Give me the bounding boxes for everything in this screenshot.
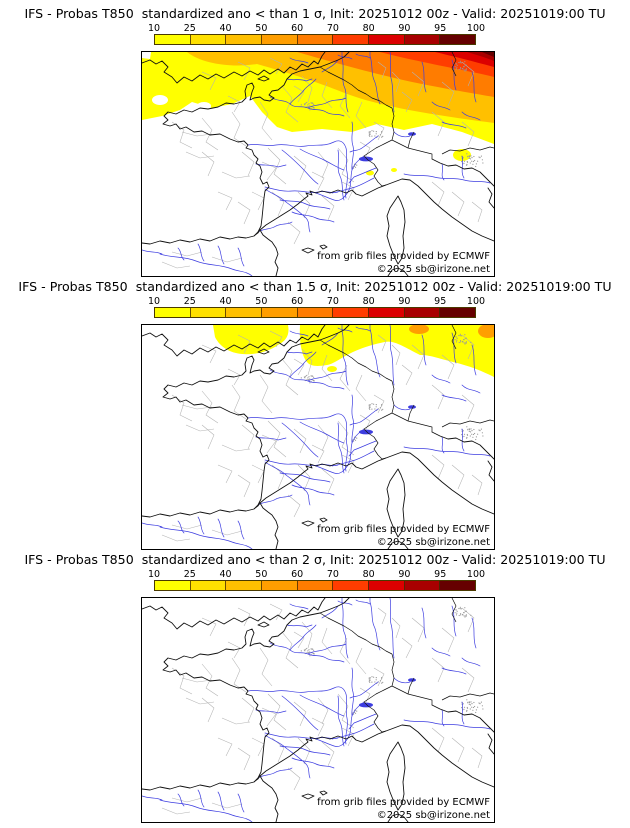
colorbar-tick-label: 10 bbox=[147, 23, 161, 34]
colorbar-tick-row: 10 25 40 50 60 70 80 90 95 100 bbox=[148, 23, 485, 34]
copyright-credit: ©2025 sb@irizone.net bbox=[376, 537, 490, 548]
colorbar-segment bbox=[261, 581, 297, 590]
panel-title: IFS - Probas T850 standardized ano < tha… bbox=[24, 6, 606, 21]
colorbar-segment bbox=[225, 308, 262, 317]
colorbar-segment bbox=[439, 308, 476, 317]
colorbar-segment bbox=[403, 581, 440, 590]
colorbar-tick-label: 90 bbox=[398, 296, 411, 307]
copyright-credit: ©2025 sb@irizone.net bbox=[376, 810, 490, 821]
copyright-credit: ©2025 sb@irizone.net bbox=[376, 264, 490, 275]
ecmwf-credit: from grib files provided by ECMWF bbox=[317, 797, 490, 808]
colorbar-tick-label: 100 bbox=[466, 569, 486, 580]
panel-1sigma: IFS - Probas T850 standardized ano < tha… bbox=[0, 5, 630, 277]
panel-title: IFS - Probas T850 standardized ano < tha… bbox=[18, 279, 612, 294]
map-1p5sigma bbox=[142, 325, 494, 549]
colorbar-segment bbox=[332, 581, 369, 590]
colorbar-tick-label: 25 bbox=[183, 569, 196, 580]
colorbar-tick-label: 100 bbox=[466, 23, 486, 34]
colorbar-segment bbox=[368, 35, 404, 44]
colorbar-tick-label: 95 bbox=[434, 296, 447, 307]
colorbar-segment bbox=[368, 308, 404, 317]
colorbar-tick-label: 100 bbox=[466, 296, 486, 307]
colorbar-tick-label: 25 bbox=[183, 23, 196, 34]
colorbar-tick-label: 95 bbox=[434, 23, 447, 34]
colorbar-tick-label: 80 bbox=[362, 23, 375, 34]
map-frame: from grib files provided by ECMWF ©2025 … bbox=[141, 324, 495, 550]
colorbar: 10 25 40 50 60 70 80 90 95 100 bbox=[148, 23, 485, 45]
panel-2sigma: IFS - Probas T850 standardized ano < tha… bbox=[0, 551, 630, 823]
ecmwf-credit: from grib files provided by ECMWF bbox=[317, 524, 490, 535]
colorbar-segment bbox=[439, 35, 476, 44]
colorbar-segment bbox=[403, 308, 440, 317]
colorbar-segment bbox=[332, 35, 369, 44]
colorbar-segment bbox=[439, 581, 476, 590]
colorbar-tick-label: 40 bbox=[219, 569, 232, 580]
colorbar-segment bbox=[155, 581, 190, 590]
colorbar-segment bbox=[189, 35, 226, 44]
colorbar-bar bbox=[154, 307, 476, 318]
colorbar-tick-label: 95 bbox=[434, 569, 447, 580]
colorbar-tick-label: 90 bbox=[398, 569, 411, 580]
map-frame: from grib files provided by ECMWF ©2025 … bbox=[141, 51, 495, 277]
colorbar-bar bbox=[154, 34, 476, 45]
colorbar-segment bbox=[225, 35, 262, 44]
colorbar-tick-label: 80 bbox=[362, 296, 375, 307]
colorbar-tick-label: 40 bbox=[219, 23, 232, 34]
colorbar-tick-label: 60 bbox=[291, 569, 304, 580]
colorbar-tick-label: 80 bbox=[362, 569, 375, 580]
colorbar-tick-label: 25 bbox=[183, 296, 196, 307]
colorbar-tick-label: 60 bbox=[291, 23, 304, 34]
colorbar-segment bbox=[155, 35, 190, 44]
colorbar-tick-label: 10 bbox=[147, 296, 161, 307]
panel-1p5sigma: IFS - Probas T850 standardized ano < tha… bbox=[0, 278, 630, 550]
colorbar-tick-label: 70 bbox=[326, 296, 339, 307]
colorbar-tick-label: 50 bbox=[255, 569, 268, 580]
colorbar-segment bbox=[296, 308, 333, 317]
colorbar-bar bbox=[154, 580, 476, 591]
colorbar-segment bbox=[296, 35, 333, 44]
colorbar-segment bbox=[189, 308, 226, 317]
colorbar-tick-label: 70 bbox=[326, 23, 339, 34]
colorbar-segment bbox=[261, 308, 297, 317]
colorbar-segment bbox=[225, 581, 262, 590]
colorbar-segment bbox=[261, 35, 297, 44]
colorbar-tick-row: 10 25 40 50 60 70 80 90 95 100 bbox=[148, 569, 485, 580]
colorbar-tick-label: 70 bbox=[326, 569, 339, 580]
colorbar-segment bbox=[403, 35, 440, 44]
colorbar-segment bbox=[296, 581, 333, 590]
map-1sigma bbox=[142, 52, 494, 276]
colorbar-tick-label: 50 bbox=[255, 296, 268, 307]
panel-title: IFS - Probas T850 standardized ano < tha… bbox=[24, 552, 606, 567]
colorbar-tick-label: 60 bbox=[291, 296, 304, 307]
map-frame: from grib files provided by ECMWF ©2025 … bbox=[141, 597, 495, 823]
ecmwf-credit: from grib files provided by ECMWF bbox=[317, 251, 490, 262]
colorbar-tick-label: 10 bbox=[147, 569, 161, 580]
map-2sigma bbox=[142, 598, 494, 822]
colorbar: 10 25 40 50 60 70 80 90 95 100 bbox=[148, 569, 485, 591]
colorbar-segment bbox=[155, 308, 190, 317]
colorbar-segment bbox=[368, 581, 404, 590]
colorbar-tick-label: 40 bbox=[219, 296, 232, 307]
colorbar-tick-label: 90 bbox=[398, 23, 411, 34]
colorbar: 10 25 40 50 60 70 80 90 95 100 bbox=[148, 296, 485, 318]
colorbar-tick-row: 10 25 40 50 60 70 80 90 95 100 bbox=[148, 296, 485, 307]
colorbar-segment bbox=[189, 581, 226, 590]
colorbar-segment bbox=[332, 308, 369, 317]
colorbar-tick-label: 50 bbox=[255, 23, 268, 34]
